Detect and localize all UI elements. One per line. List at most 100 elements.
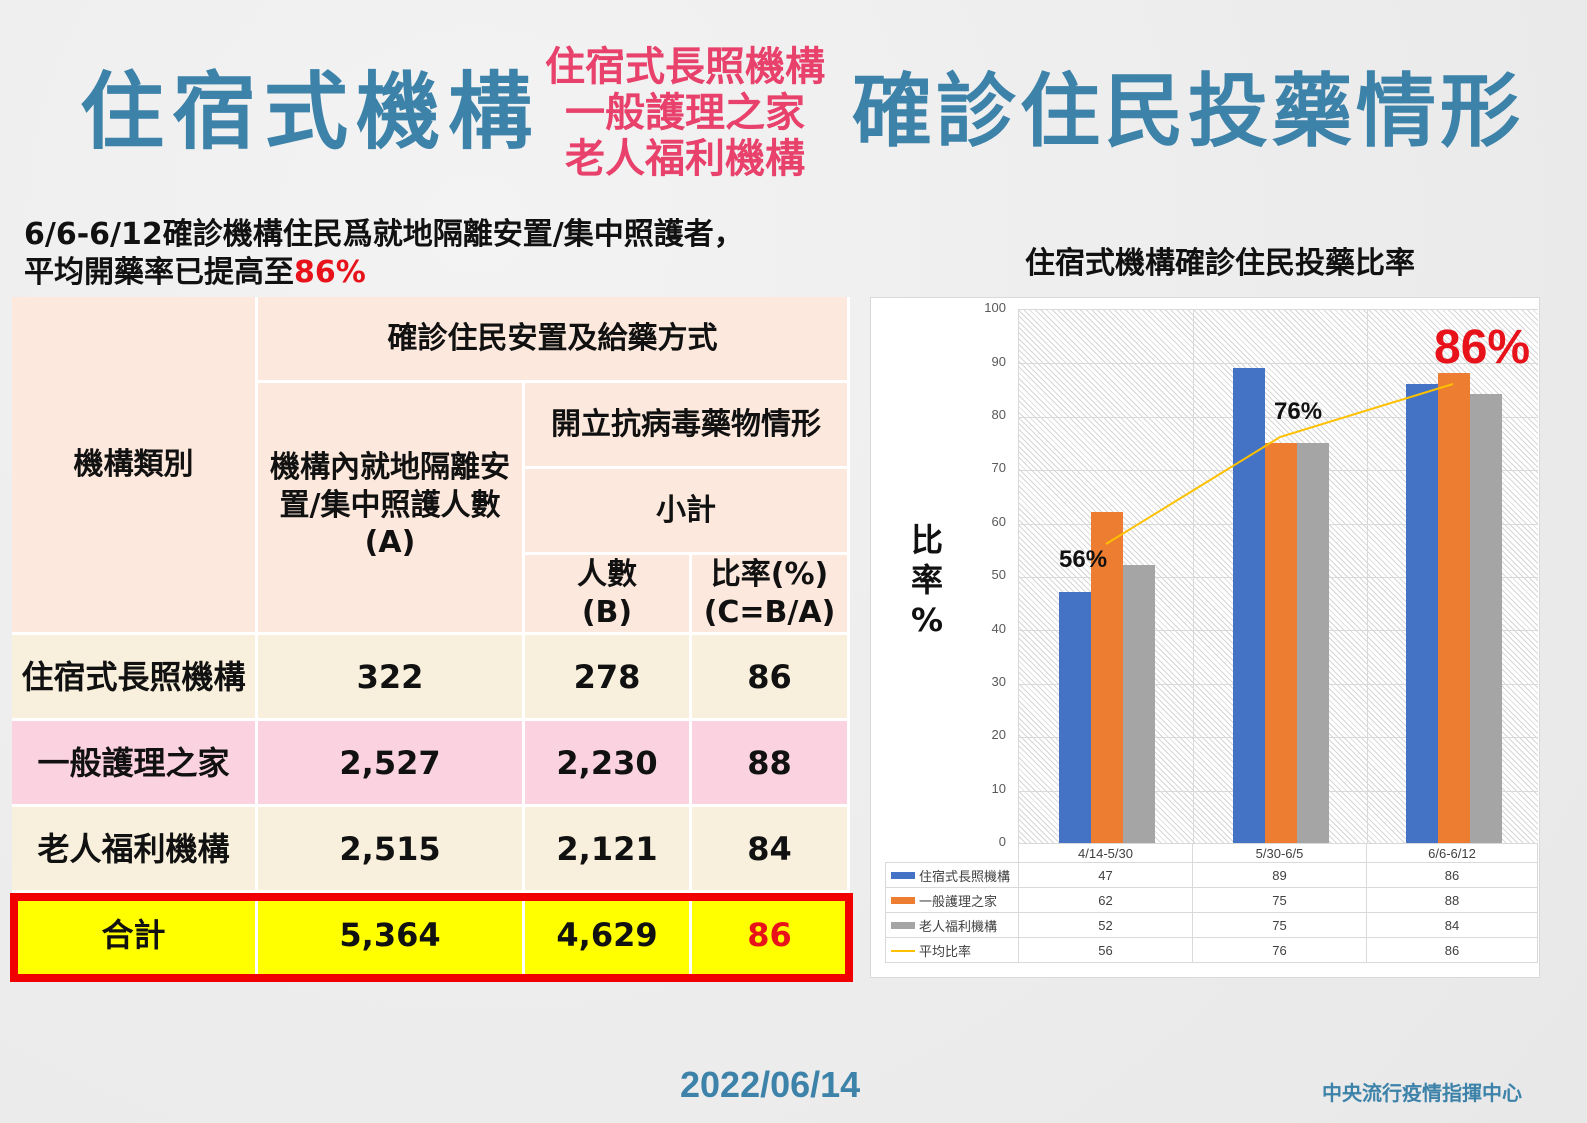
table-row-2-count-a: 2,527 <box>258 721 525 807</box>
summary-line-1: 6/6-6/12確診機構住民爲就地隔離安置/集中照護者， <box>24 217 744 252</box>
category-label-1: 4/14-5/30 <box>1018 843 1192 863</box>
medication-table: 機構類別 確診住民安置及給藥方式 機構內就地隔離安 置/集中照護人數 (A) 開… <box>12 297 850 980</box>
legend-series3: 老人福利機構 <box>885 913 1018 938</box>
bar-cat3-series3 <box>1470 394 1502 843</box>
header-antiviral: 開立抗病毒藥物情形 <box>525 383 850 469</box>
table-row-1-count-b: 278 <box>525 635 692 721</box>
header-rate-line1: 比率(%) <box>710 557 829 592</box>
y-tick-20: 20 <box>991 727 1006 742</box>
header-subtotal: 小計 <box>525 469 850 555</box>
data-table-row-series4: 平均比率 56 76 86 <box>885 938 1538 963</box>
bar-cat3-series1 <box>1406 384 1438 843</box>
table-row-1-count-a: 322 <box>258 635 525 721</box>
header-count-b-line2: (B) <box>581 594 633 630</box>
header-rate-line2: (C=B/A) <box>703 594 836 630</box>
summary-highlight-rate: 86% <box>294 255 366 290</box>
table-total-rate: 86 <box>692 893 850 980</box>
legend-series4: 平均比率 <box>885 938 1018 963</box>
header-count-a-line2: 置/集中照護人數 <box>279 487 501 523</box>
institution-type-2: 一般護理之家 <box>565 90 805 136</box>
institution-type-1: 住宿式長照機構 <box>545 44 825 90</box>
header-count-a-line1: 機構內就地隔離安 <box>270 450 510 485</box>
category-label-2: 5/30-6/5 <box>1192 843 1366 863</box>
summary-line-2: 平均開藥率已提高至86% <box>24 254 744 292</box>
data-table-row-series3: 老人福利機構 52 75 84 <box>885 913 1538 938</box>
legend-line-yellow-icon <box>891 949 915 952</box>
plot-area <box>1018 309 1538 844</box>
y-tick-80: 80 <box>991 407 1006 422</box>
annotation-76: 76% <box>1274 398 1323 425</box>
y-axis-label-char-3: % <box>910 601 944 639</box>
gridline-90 <box>1019 363 1538 364</box>
y-tick-60: 60 <box>991 514 1006 529</box>
header-subtotal-label: 小計 <box>656 492 716 528</box>
y-axis-label: 比 率 % <box>905 520 949 640</box>
bar-cat2-series2 <box>1265 443 1297 843</box>
legend-series4-label: 平均比率 <box>919 945 972 960</box>
value-s1-c2: 89 <box>1192 863 1366 888</box>
value-s3-c2: 75 <box>1192 913 1366 938</box>
value-s3-c3: 84 <box>1366 913 1538 938</box>
y-axis-label-char-2: 率 <box>910 561 943 599</box>
page-title-right: 確診住民投藥情形 <box>852 65 1524 158</box>
institution-type-3: 老人福利機構 <box>565 136 805 182</box>
y-tick-70: 70 <box>991 460 1006 475</box>
table-row-3-count-b: 2,121 <box>525 807 692 893</box>
bar-cat2-series1 <box>1233 368 1265 843</box>
institution-types-stack: 住宿式長照機構 一般護理之家 老人福利機構 <box>530 44 840 182</box>
header-rate: 比率(%) (C=B/A) <box>692 555 850 635</box>
table-row-3-category: 老人福利機構 <box>12 807 258 893</box>
data-table-row-series1: 住宿式長照機構 47 89 86 <box>885 863 1538 888</box>
table-row-2-count-b: 2,230 <box>525 721 692 807</box>
bar-cat1-series1 <box>1059 592 1091 843</box>
category-label-3: 6/6-6/12 <box>1366 843 1538 863</box>
summary-text: 6/6-6/12確診機構住民爲就地隔離安置/集中照護者， 平均開藥率已提高至86… <box>24 216 744 292</box>
table-total-count-a: 5,364 <box>258 893 525 980</box>
header-group: 確診住民安置及給藥方式 <box>258 297 850 383</box>
page-title-left: 住宿式機構 <box>80 63 541 161</box>
annotation-56: 56% <box>1059 546 1108 573</box>
average-rate-line <box>1105 383 1454 545</box>
header-category: 機構類別 <box>12 297 258 635</box>
y-tick-90: 90 <box>991 354 1006 369</box>
footer-organization: 中央流行疫情指揮中心 <box>1322 1081 1522 1105</box>
table-row-3-rate: 84 <box>692 807 850 893</box>
header-category-label: 機構類別 <box>73 446 194 482</box>
y-tick-40: 40 <box>991 621 1006 636</box>
table-row-1-rate: 86 <box>692 635 850 721</box>
annotation-86: 86% <box>1434 321 1531 374</box>
summary-line-2-prefix: 平均開藥率已提高至 <box>24 255 294 290</box>
value-s2-c2: 75 <box>1192 888 1366 913</box>
table-row-2-rate: 88 <box>692 721 850 807</box>
value-s4-c2: 76 <box>1192 938 1366 963</box>
y-tick-0: 0 <box>998 834 1006 849</box>
y-tick-10: 10 <box>991 781 1006 796</box>
header-count-b-line1: 人數 <box>577 557 637 592</box>
table-row-3-count-a: 2,515 <box>258 807 525 893</box>
vgrid-2 <box>1367 310 1368 843</box>
legend-series1: 住宿式長照機構 <box>885 863 1018 888</box>
header-count-b: 人數 (B) <box>525 555 692 635</box>
value-s4-c3: 86 <box>1366 938 1538 963</box>
legend-series2-label: 一般護理之家 <box>919 895 998 910</box>
bar-cat2-series3 <box>1297 443 1329 843</box>
bar-cat1-series2 <box>1091 512 1123 843</box>
value-s2-c3: 88 <box>1366 888 1538 913</box>
gridline-80 <box>1019 417 1538 418</box>
y-axis-label-char-1: 比 <box>910 521 943 559</box>
legend-series2: 一般護理之家 <box>885 888 1018 913</box>
gridline-0 <box>1019 843 1538 844</box>
footer-date: 2022/06/14 <box>680 1064 861 1105</box>
header-group-label: 確診住民安置及給藥方式 <box>387 320 718 356</box>
legend-series3-label: 老人福利機構 <box>919 920 998 935</box>
chart-title: 住宿式機構確診住民投藥比率 <box>1025 246 1415 281</box>
y-tick-30: 30 <box>991 674 1006 689</box>
value-s4-c1: 56 <box>1018 938 1192 963</box>
legend-swatch-orange-icon <box>891 897 915 904</box>
y-tick-50: 50 <box>991 567 1006 582</box>
y-tick-100: 100 <box>984 300 1006 315</box>
data-table-header: 4/14-5/30 5/30-6/5 6/6-6/12 <box>885 843 1538 863</box>
bar-cat1-series3 <box>1123 565 1155 843</box>
value-s1-c1: 47 <box>1018 863 1192 888</box>
data-table-row-series2: 一般護理之家 62 75 88 <box>885 888 1538 913</box>
